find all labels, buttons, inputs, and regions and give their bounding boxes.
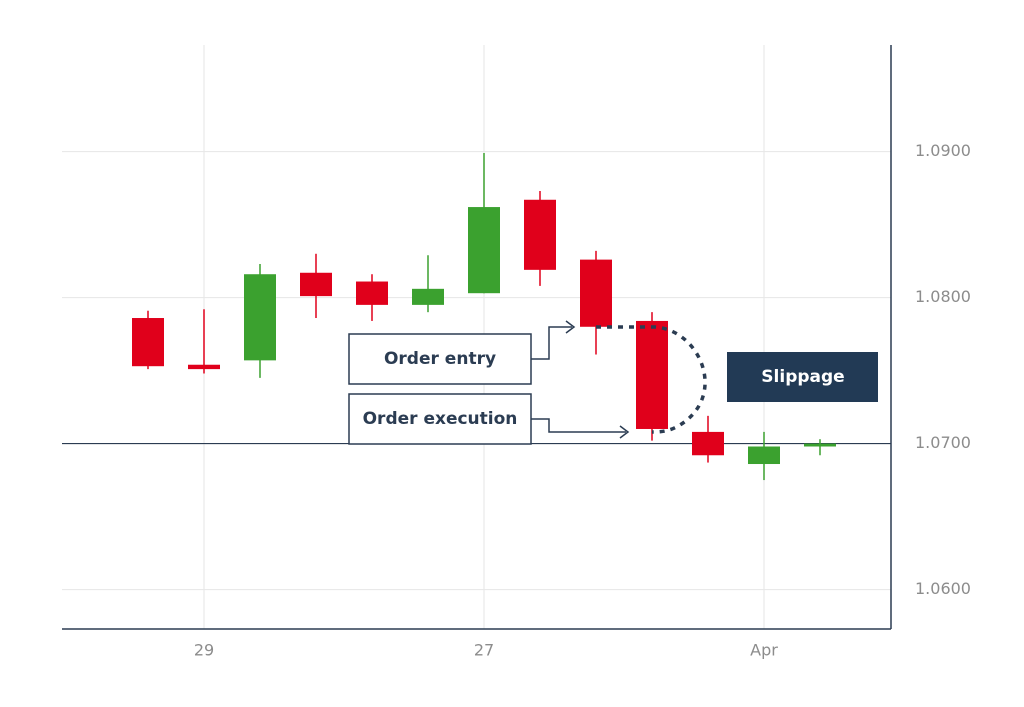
x-tick-label: 27 <box>474 641 494 660</box>
candle-body <box>524 199 556 270</box>
candle-body <box>132 318 164 367</box>
y-tick-label: 1.0900 <box>915 141 971 160</box>
x-tick-label: Apr <box>750 641 778 660</box>
annotation-box <box>348 333 532 385</box>
candle-body <box>748 446 780 465</box>
y-tick-label: 1.0700 <box>915 433 971 452</box>
candle-body <box>804 443 836 447</box>
arrow <box>531 326 572 360</box>
slippage-arc <box>596 325 707 434</box>
x-tick-label: 29 <box>194 641 214 660</box>
candle-body <box>692 431 724 456</box>
slippage-box <box>727 352 878 402</box>
candle-body <box>580 259 612 327</box>
annotation-box <box>348 393 532 445</box>
annotation: Order entry <box>384 349 496 369</box>
candle-body <box>244 274 276 361</box>
candle-body <box>468 207 500 294</box>
arrow <box>531 418 626 433</box>
annotation: Order execution <box>363 409 518 429</box>
annotation: Slippage <box>761 367 844 387</box>
y-tick-label: 1.0800 <box>915 287 971 306</box>
annotation-layer: Order entry Order execution Slippage <box>348 320 878 445</box>
candle-body <box>356 281 388 305</box>
candle-body <box>300 272 332 297</box>
candle-body <box>188 364 220 370</box>
arrow-head <box>565 320 576 334</box>
candle-body <box>636 320 668 429</box>
arrow-head <box>619 425 630 439</box>
candle-body <box>412 288 444 305</box>
y-tick-label: 1.0600 <box>915 579 971 598</box>
